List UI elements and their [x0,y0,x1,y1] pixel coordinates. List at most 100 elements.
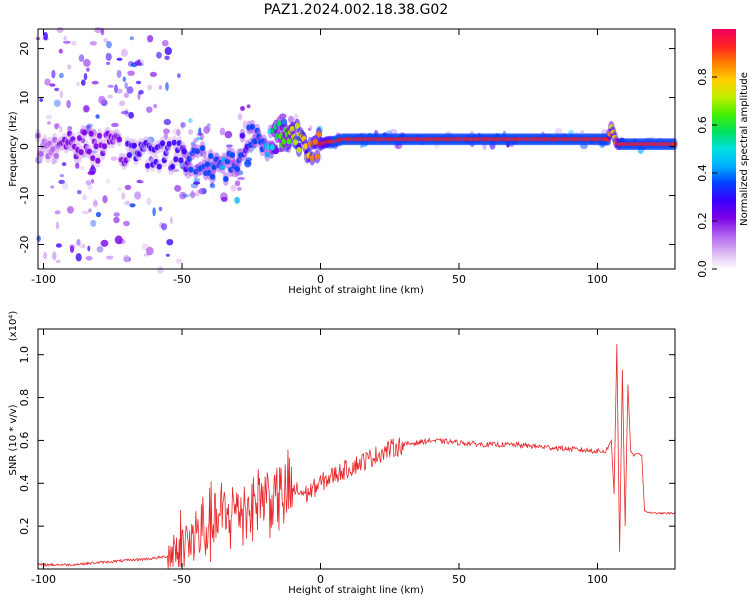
heatmap-speckle [69,245,75,253]
heatmap-speckle [209,183,216,189]
heatmap-speckle [81,79,86,86]
top-y-tick-label: 20 [18,42,31,56]
heatmap-speckle [124,200,131,206]
heatmap-speckle [107,84,114,88]
heatmap-speckle [163,118,171,126]
heatmap-speckle [67,64,72,70]
snr-line [37,343,676,570]
heatmap-speckle [49,83,56,87]
colorbar-tick-label: 0.6 [696,116,709,134]
heatmap-speckle [143,253,150,257]
heatmap-speckle [120,110,129,115]
colorbar-tick-label: 0.2 [696,212,709,230]
heatmap-speckle [84,226,90,234]
heatmap-speckle [58,179,65,185]
heatmap-speckle [164,55,170,60]
top-y-tick-label: -20 [18,236,31,254]
heatmap-speckle [244,159,252,168]
bottom-x-tick-label: 100 [587,573,608,586]
colorbar-label: Normalized spectral amplitude [739,72,750,226]
heatmap-speckle [245,157,253,162]
heatmap-speckle [63,40,71,44]
heatmap-speckle [180,121,184,130]
top-x-ticks: -100 -50 0 50 100 [31,29,608,286]
heatmap-speckle [45,114,53,120]
heatmap-speckle [138,89,144,95]
heatmap-speckle [111,122,119,128]
heatmap-speckle [189,118,197,126]
heatmap-speckle [177,73,181,79]
heatmap-speckle [237,113,243,121]
heatmap-speckle [95,114,100,119]
heatmap-speckle [90,164,95,171]
heatmap-speckle [128,111,135,119]
heatmap-speckle [93,199,97,206]
heatmap-speckle [110,156,118,161]
heatmap-speckle [147,84,153,91]
heatmap-speckle [69,220,77,226]
top-x-tick-label: -100 [31,273,56,286]
heatmap-speckle [189,192,197,198]
heatmap-speckle [81,210,90,215]
heatmap-speckle [90,219,97,227]
heatmap-speckle [156,115,163,124]
heatmap-speckle [134,60,142,66]
colorbar-tick-label: 0.0 [696,260,709,278]
top-y-tick-label: -10 [18,187,31,205]
heatmap-speckle [39,98,43,102]
heatmap-ridge-point [116,136,122,143]
heatmap-ridge-point [223,176,229,182]
heatmap-speckle [86,67,90,72]
bottom-x-tick-label: 50 [452,573,466,586]
heatmap-speckle [119,100,126,107]
heatmap-speckle [114,235,123,245]
heatmap-speckle [101,185,109,190]
heatmap-speckle [83,105,90,113]
heatmap-speckle [63,36,67,41]
heatmap-speckle [193,181,201,185]
heatmap-ridge-point [286,138,292,145]
heatmap-speckle [156,51,162,59]
bottom-y-tick-label: 0.4 [18,475,31,493]
heatmap-speckle [117,187,122,191]
heatmap-speckle [124,184,132,190]
heatmap-speckle [169,216,173,224]
heatmap-speckle [174,184,182,192]
heatmap-speckle [225,144,233,148]
heatmap-speckle [237,176,246,181]
heatmap-speckle [96,246,104,253]
heatmap-speckle [83,73,88,81]
heatmap-ridge-point [208,153,214,159]
heatmap-speckle [221,196,228,202]
heatmap-speckle [161,39,169,47]
heatmap-speckle [59,174,65,178]
colorbar: 0.0 0.2 0.4 0.6 0.8 Normalized spectral ampl… [696,29,750,278]
heatmap-ridge-point [173,156,179,163]
heatmap-speckle [279,113,287,119]
heatmap-speckle [196,136,203,141]
heatmap-speckle [83,58,91,67]
spectrogram-frame [37,28,676,270]
heatmap-speckle [172,128,180,136]
heatmap-ridge-point [145,162,151,169]
heatmap-speckle [78,243,86,249]
heatmap-speckle [113,216,120,224]
heatmap-ridge-point [269,144,275,151]
heatmap-ridge-point [126,152,132,159]
top-y-axis-label: Frequency (Hz) [8,111,19,187]
heatmap-speckle [114,84,118,94]
heatmap-speckle [126,86,134,94]
heatmap-speckle [149,71,157,77]
heatmap-ridge-point [309,155,315,162]
heatmap-speckle [75,162,80,169]
heatmap-speckle [54,210,61,215]
heatmap-ridge-point [296,146,302,153]
heatmap-speckle [56,27,64,33]
heatmap-speckle [140,174,149,183]
heatmap-speckle [43,63,49,68]
heatmap-speckle [219,127,226,136]
top-x-tick-label: 50 [452,273,466,286]
heatmap-speckle [121,192,126,200]
heatmap-speckle [75,253,82,262]
